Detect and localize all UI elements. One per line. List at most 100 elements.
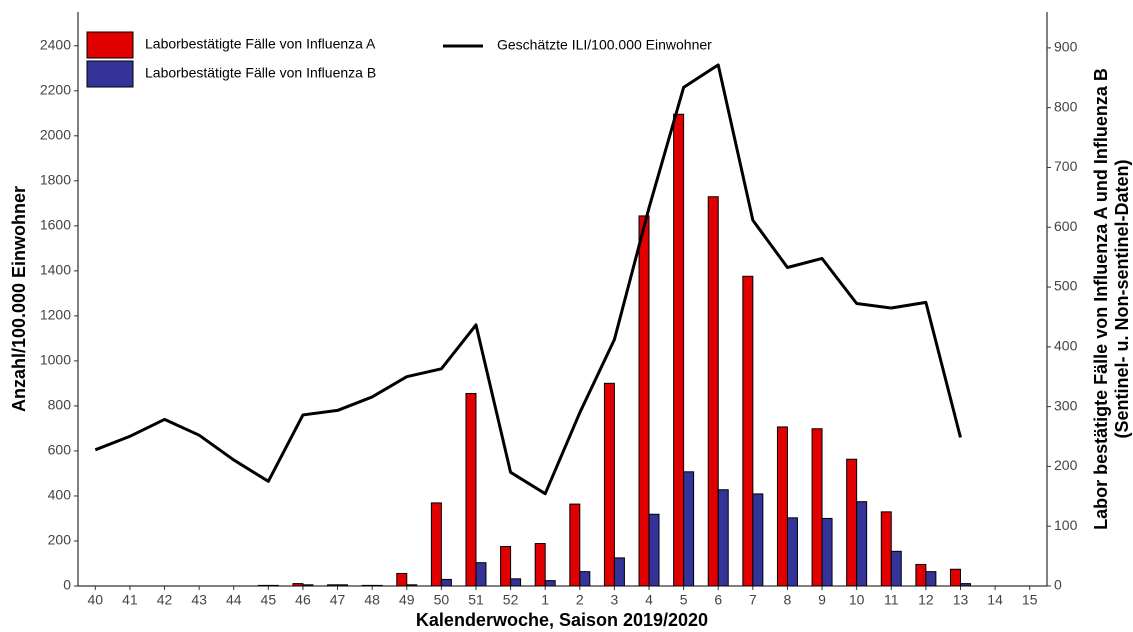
bar bbox=[500, 546, 512, 587]
legend-swatch bbox=[86, 60, 134, 88]
x-tick-label: 49 bbox=[399, 592, 415, 608]
bar bbox=[683, 471, 695, 587]
y-tick-label: 1800 bbox=[40, 172, 71, 188]
x-tick-label: 12 bbox=[918, 592, 934, 608]
y-tick-label: 600 bbox=[48, 442, 72, 458]
bar bbox=[776, 426, 788, 587]
y2-tick-label: 200 bbox=[1054, 457, 1078, 473]
x-tick-label: 44 bbox=[226, 592, 242, 608]
x-tick-label: 46 bbox=[295, 592, 311, 608]
bar bbox=[579, 571, 591, 587]
x-tick-label: 9 bbox=[818, 592, 826, 608]
y2-axis-title: (Sentinel- u. Non-sentinel-Daten) bbox=[1112, 159, 1132, 438]
y2-tick-label: 800 bbox=[1054, 98, 1078, 114]
x-tick-label: 5 bbox=[680, 592, 688, 608]
bar bbox=[544, 580, 556, 587]
x-axis-title: Kalenderwoche, Saison 2019/2020 bbox=[416, 610, 708, 630]
bar bbox=[880, 511, 892, 587]
bar bbox=[603, 382, 615, 587]
y-tick-label: 200 bbox=[48, 532, 72, 548]
bar bbox=[613, 557, 625, 587]
bar bbox=[569, 503, 581, 587]
x-tick-label: 6 bbox=[714, 592, 722, 608]
x-tick-label: 13 bbox=[953, 592, 969, 608]
x-tick-label: 7 bbox=[749, 592, 757, 608]
x-tick-label: 42 bbox=[157, 592, 173, 608]
bar bbox=[742, 275, 754, 587]
legend-label: Laborbestätigte Fälle von Influenza A bbox=[145, 36, 376, 52]
bar bbox=[534, 543, 546, 587]
x-tick-label: 43 bbox=[191, 592, 207, 608]
bar bbox=[648, 513, 660, 587]
y-axis-title: Anzahl/100.000 Einwohner bbox=[9, 186, 29, 412]
bar bbox=[811, 428, 823, 587]
y2-tick-label: 700 bbox=[1054, 158, 1078, 174]
bar bbox=[821, 517, 833, 587]
bar bbox=[337, 584, 349, 587]
bar bbox=[786, 517, 798, 587]
bar bbox=[440, 578, 452, 587]
line bbox=[94, 63, 962, 496]
bar bbox=[959, 583, 971, 587]
y2-tick-label: 400 bbox=[1054, 338, 1078, 354]
x-tick-label: 48 bbox=[364, 592, 380, 608]
bar bbox=[846, 458, 858, 587]
legend-label: Geschätzte ILI/100.000 Einwohner bbox=[497, 37, 712, 53]
bar bbox=[396, 572, 408, 587]
y-tick-label: 1600 bbox=[40, 217, 71, 233]
bar bbox=[371, 584, 383, 587]
bar bbox=[430, 502, 442, 587]
y-tick-label: 1000 bbox=[40, 352, 71, 368]
bar bbox=[890, 550, 902, 587]
x-tick-label: 47 bbox=[330, 592, 346, 608]
y-tick-label: 1200 bbox=[40, 307, 71, 323]
bar bbox=[949, 568, 961, 587]
x-tick-label: 14 bbox=[987, 592, 1003, 608]
bar bbox=[302, 584, 314, 587]
x-tick-label: 8 bbox=[784, 592, 792, 608]
bar bbox=[257, 584, 269, 587]
y-tick-label: 2400 bbox=[40, 36, 71, 52]
x-tick-label: 45 bbox=[261, 592, 277, 608]
x-tick-label: 41 bbox=[122, 592, 138, 608]
x-tick-label: 3 bbox=[611, 592, 619, 608]
x-tick-label: 50 bbox=[434, 592, 450, 608]
bar bbox=[915, 563, 927, 587]
x-tick-label: 2 bbox=[576, 592, 584, 608]
legend-label: Laborbestätigte Fälle von Influenza B bbox=[145, 65, 376, 81]
y2-tick-label: 600 bbox=[1054, 218, 1078, 234]
x-tick-label: 15 bbox=[1022, 592, 1038, 608]
x-tick-label: 1 bbox=[541, 592, 549, 608]
bar bbox=[638, 215, 650, 587]
y-tick-label: 800 bbox=[48, 397, 72, 413]
bar bbox=[361, 584, 373, 587]
bar bbox=[752, 493, 764, 587]
y2-tick-label: 100 bbox=[1054, 517, 1078, 533]
bar bbox=[510, 578, 522, 587]
bar bbox=[292, 583, 304, 587]
y2-tick-label: 500 bbox=[1054, 278, 1078, 294]
bar bbox=[465, 392, 477, 587]
x-tick-label: 4 bbox=[645, 592, 653, 608]
x-tick-label: 52 bbox=[503, 592, 519, 608]
legend-swatch bbox=[86, 31, 134, 59]
x-tick-label: 40 bbox=[88, 592, 104, 608]
bar bbox=[327, 584, 339, 587]
y2-axis-title: Labor bestätigte Fälle von Influenza A u… bbox=[1091, 68, 1111, 530]
y-tick-label: 1400 bbox=[40, 262, 71, 278]
bar bbox=[267, 584, 279, 587]
bar bbox=[406, 584, 418, 587]
y-tick-label: 2000 bbox=[40, 127, 71, 143]
y-tick-label: 2200 bbox=[40, 81, 71, 97]
y-tick-label: 0 bbox=[63, 577, 71, 593]
x-tick-label: 10 bbox=[849, 592, 865, 608]
y-tick-label: 400 bbox=[48, 487, 72, 503]
bar bbox=[717, 489, 729, 587]
bar bbox=[673, 113, 685, 587]
y2-tick-label: 900 bbox=[1054, 39, 1078, 55]
bar bbox=[925, 571, 937, 587]
bar bbox=[856, 501, 868, 587]
y2-tick-label: 0 bbox=[1054, 577, 1062, 593]
bar bbox=[475, 562, 487, 587]
